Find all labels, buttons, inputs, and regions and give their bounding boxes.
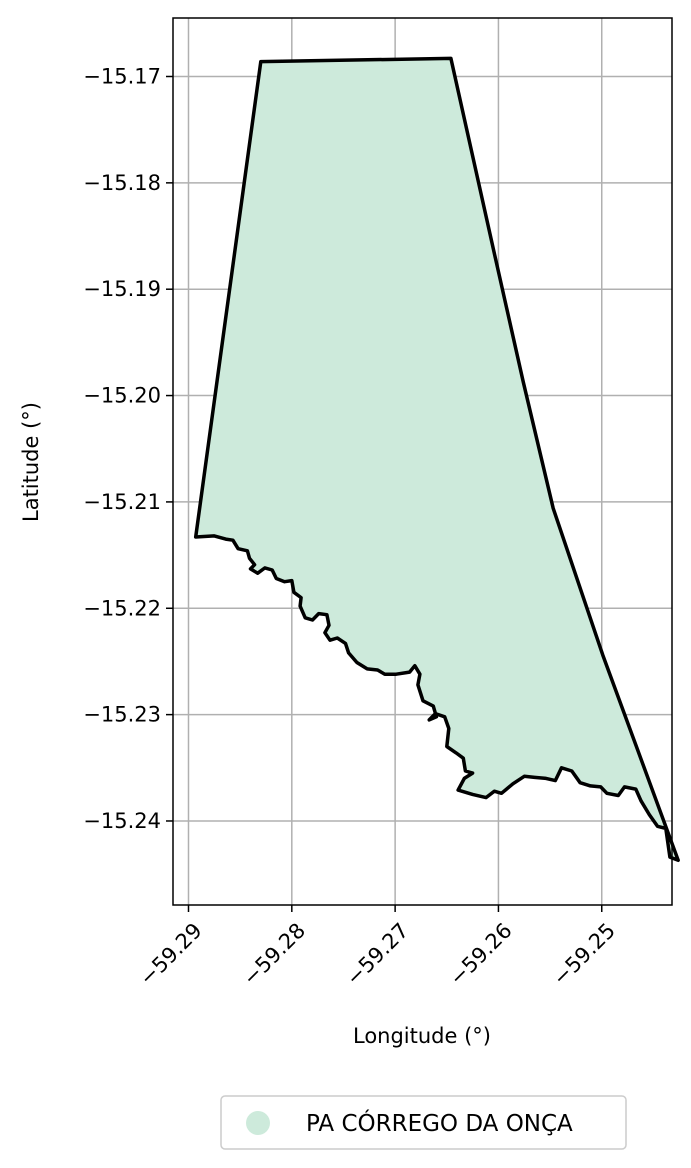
y-tick-label: −15.23	[83, 703, 161, 727]
x-axis-label: Longitude (°)	[353, 1024, 491, 1048]
y-tick-label: −15.22	[83, 596, 161, 620]
y-tick-label: −15.21	[83, 490, 161, 514]
y-tick-label: −15.17	[83, 64, 161, 88]
legend: PA CÓRREGO DA ONÇA	[220, 1095, 627, 1150]
y-tick-label: −15.18	[83, 171, 161, 195]
y-tick-label: −15.19	[83, 277, 161, 301]
y-tick-label: −15.24	[83, 809, 161, 833]
legend-entry-label: PA CÓRREGO DA ONÇA	[306, 1109, 573, 1137]
plot-shapes	[193, 56, 680, 863]
plot-frame	[172, 17, 673, 906]
y-axis-label: Latitude (°)	[19, 402, 43, 522]
y-tick-label: −15.20	[83, 384, 161, 408]
boundary-polygon	[193, 56, 680, 863]
legend-marker	[246, 1111, 270, 1135]
legend-frame	[220, 1095, 627, 1150]
